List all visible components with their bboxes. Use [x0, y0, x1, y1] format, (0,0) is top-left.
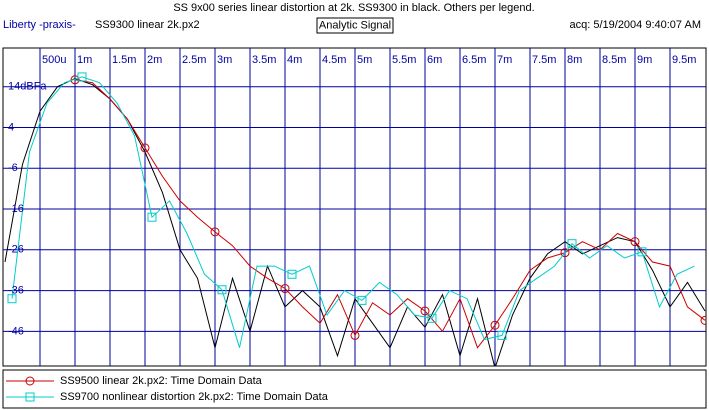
y-tick-label: -6	[8, 162, 18, 174]
x-tick-label: 6.5m	[462, 54, 486, 66]
x-tick-label: 3m	[217, 54, 232, 66]
marker	[420, 306, 430, 316]
marker	[490, 320, 500, 330]
plot-layer	[3, 48, 706, 366]
legend-label: SS9700 nonlinear distortion 2k.px2: Time…	[60, 391, 329, 403]
chart-title: SS 9x00 series linear distortion at 2k. …	[173, 2, 534, 14]
marker	[287, 269, 297, 279]
y-tick-label: -36	[8, 284, 24, 296]
x-tick-label: 1m	[77, 54, 92, 66]
acq-time: acq: 5/19/2004 9:40:07 AM	[570, 19, 702, 31]
brand: Liberty -praxis-	[3, 19, 76, 31]
marker	[700, 315, 706, 325]
x-tick-label: 9.5m	[672, 54, 696, 66]
y-tick-label: -16	[8, 203, 24, 215]
mode-box	[316, 17, 394, 34]
x-tick-label: 8.5m	[602, 54, 626, 66]
x-tick-label: 7m	[497, 54, 512, 66]
marker	[637, 247, 647, 257]
x-tick-label: 4.5m	[322, 54, 346, 66]
y-tick-label: -26	[8, 244, 24, 256]
y-tick-label: -46	[8, 325, 24, 337]
legend-label: SS9500 linear 2k.px2: Time Domain Data	[60, 375, 263, 387]
file-name: SS9300 linear 2k.px2	[95, 19, 200, 31]
marker	[77, 72, 87, 82]
x-tick-label: 5.5m	[392, 54, 416, 66]
x-tick-label: 6m	[427, 54, 442, 66]
marker	[210, 227, 220, 237]
x-tick-label: 3.5m	[252, 54, 276, 66]
marker	[280, 284, 290, 294]
marker	[630, 237, 640, 247]
x-tick-label: 4m	[287, 54, 302, 66]
marker	[25, 392, 35, 402]
mode-label: Analytic Signal	[319, 19, 391, 31]
series-line	[11, 76, 695, 348]
y-tick-label: 14dBFa	[8, 81, 47, 93]
marker	[70, 75, 80, 85]
x-tick-label: 500u	[42, 54, 66, 66]
marker	[427, 313, 437, 323]
marker	[25, 376, 35, 386]
y-tick-label: 4	[8, 121, 14, 133]
marker	[497, 330, 507, 340]
marker	[147, 212, 157, 222]
x-tick-label: 2m	[147, 54, 162, 66]
marker	[7, 294, 17, 304]
series-line	[74, 79, 706, 349]
marker	[140, 143, 150, 153]
x-tick-label: 9m	[637, 54, 652, 66]
x-tick-label: 8m	[567, 54, 582, 66]
legend	[2, 369, 707, 409]
marker	[217, 285, 227, 295]
x-tick-label: 5m	[357, 54, 372, 66]
marker	[350, 330, 360, 340]
marker	[357, 295, 367, 305]
x-tick-label: 1.5m	[112, 54, 136, 66]
x-tick-label: 7.5m	[532, 54, 556, 66]
x-tick-label: 2.5m	[182, 54, 206, 66]
marker	[567, 239, 577, 249]
marker	[560, 248, 570, 258]
